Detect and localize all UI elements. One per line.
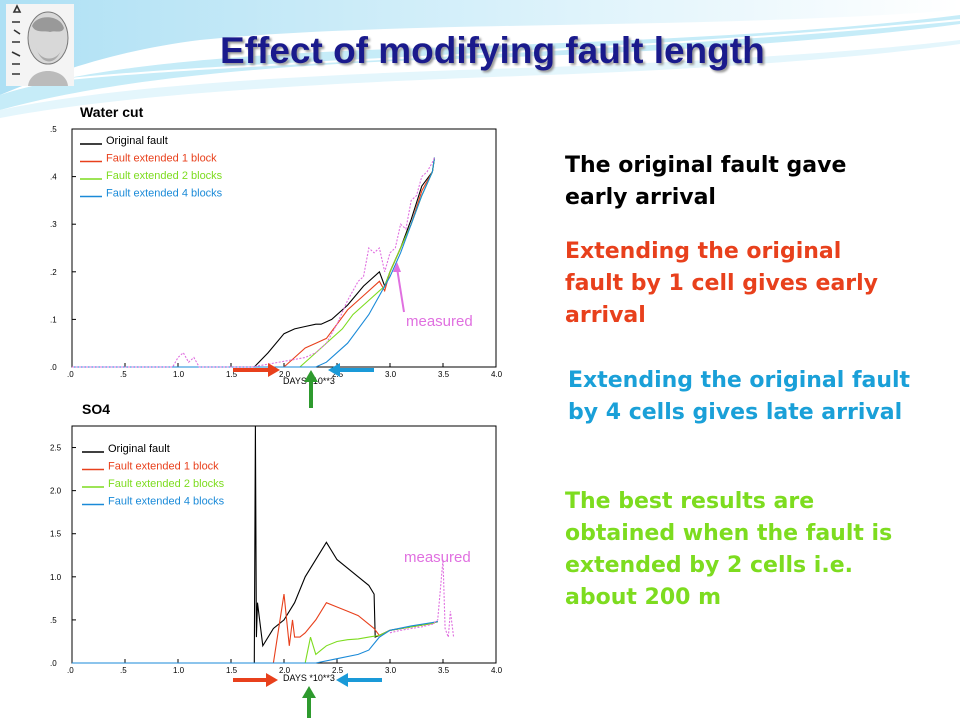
chart2-ytick-label: .5: [50, 616, 57, 625]
header-swoosh: [0, 0, 960, 118]
legend-label: Fault extended 4 blocks: [106, 188, 223, 200]
legend-label: Fault extended 1 block: [108, 461, 219, 473]
so4-chart: SO4 .0 .5 1.0 1.5 2.0 2.5 3.0 3.5 4.0 .0 .5 1.0 1.5 2…: [50, 401, 503, 683]
statement-extended-4: Extending the original fault by 4 cells …: [568, 368, 911, 425]
chart2-ytick-label: .0: [50, 659, 57, 668]
chart1-xtick-label: 3.0: [385, 370, 397, 379]
chart2-series-measured: [389, 559, 455, 638]
chart2-xtick-label: 2.5: [332, 666, 344, 675]
chart1-xtick-label: .5: [120, 370, 127, 379]
statement-original-fault: The original fault gave early arrival: [565, 153, 847, 210]
blue-left-arrow-1-head: [328, 363, 340, 377]
chart2-ytick-label: 1.5: [50, 530, 62, 539]
chart2-series-fault-extended-2-blocks: [304, 621, 438, 664]
chart1-series-measured: [72, 157, 436, 368]
chart2-ytick-label: 1.0: [50, 573, 62, 582]
chart1-xtick-label: 4.0: [491, 370, 503, 379]
slide-title: Effect of modifying fault length: [220, 30, 765, 71]
chart1-measured-label: measured: [406, 313, 473, 330]
blue-left-arrow-2-head: [336, 673, 348, 687]
green-up-arrow-1-head: [304, 370, 318, 382]
chart1-title: Water cut: [80, 104, 144, 120]
chart1-series-original-fault: [72, 157, 436, 368]
chart1-frame: [71, 128, 497, 368]
statement-extended-1: Extending the original fault by 1 cell g…: [565, 239, 879, 328]
green-up-arrow-2-head: [302, 686, 316, 698]
chart2-xtick-label: 3.0: [385, 666, 397, 675]
chart1-ytick-label: .5: [50, 125, 57, 134]
chart2-xtick-label: 4.0: [491, 666, 503, 675]
water-cut-chart: Water cut .0.51.01.52.02.53.03.54.0.0.1.…: [50, 104, 503, 386]
chart2-xtick-label: .5: [120, 666, 127, 675]
institution-logo: [6, 4, 74, 86]
chart1-measured-pointer: [396, 267, 405, 313]
statement-extended-2: The best results are obtained when the f…: [565, 489, 893, 610]
chart1-ytick-label: .1: [50, 315, 57, 324]
chart2-xtick-label: .0: [67, 666, 74, 675]
legend-label: Fault extended 2 blocks: [108, 478, 225, 490]
chart2-series-fault-extended-4-blocks: [72, 621, 438, 664]
legend-label: Fault extended 2 blocks: [106, 170, 223, 182]
chart2-xtick-label: 1.0: [173, 666, 185, 675]
legend-label: Fault extended 4 blocks: [108, 496, 225, 508]
legend-label: Original fault: [106, 135, 168, 147]
red-right-arrow-1-head: [268, 363, 280, 377]
chart2-xtick-label: 3.5: [438, 666, 450, 675]
chart2-title: SO4: [82, 401, 110, 417]
chart2-xlabel: DAYS *10**3: [283, 673, 335, 683]
chart1-ytick-label: .0: [50, 363, 57, 372]
chart1-ytick-label: .4: [50, 173, 57, 182]
chart1-measured-pointer-head: [393, 262, 401, 272]
chart1-series-fault-extended-4-blocks: [72, 157, 436, 368]
chart2-xtick-label: 2.0: [279, 666, 291, 675]
chart1-xtick-label: 3.5: [438, 370, 450, 379]
chart2-measured-label: measured: [404, 549, 471, 566]
chart1-xtick-label: 1.0: [173, 370, 185, 379]
chart1-xtick-label: .0: [67, 370, 74, 379]
legend-label: Fault extended 1 block: [106, 153, 217, 165]
chart1-ytick-label: .3: [50, 220, 57, 229]
chart2-arrows: [233, 673, 382, 718]
chart2-xtick-label: 1.5: [226, 666, 238, 675]
red-right-arrow-2-head: [266, 673, 278, 687]
chart1-xtick-label: 2.0: [279, 370, 291, 379]
chart1-xtick-label: 1.5: [226, 370, 238, 379]
chart2-ytick-label: 2.0: [50, 487, 62, 496]
chart1-arrows: [233, 363, 374, 408]
chart1-ytick-label: .2: [50, 268, 57, 277]
legend-label: Original fault: [108, 443, 170, 455]
chart2-ytick-label: 2.5: [50, 444, 62, 453]
